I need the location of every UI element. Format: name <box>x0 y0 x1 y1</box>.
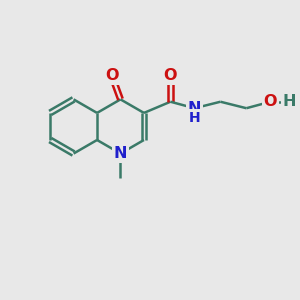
Text: O: O <box>105 68 119 83</box>
Text: O: O <box>164 68 177 83</box>
Text: N: N <box>188 101 201 116</box>
Text: H: H <box>283 94 296 109</box>
Text: H: H <box>189 111 200 124</box>
Text: O: O <box>264 94 277 109</box>
Text: N: N <box>114 146 127 161</box>
